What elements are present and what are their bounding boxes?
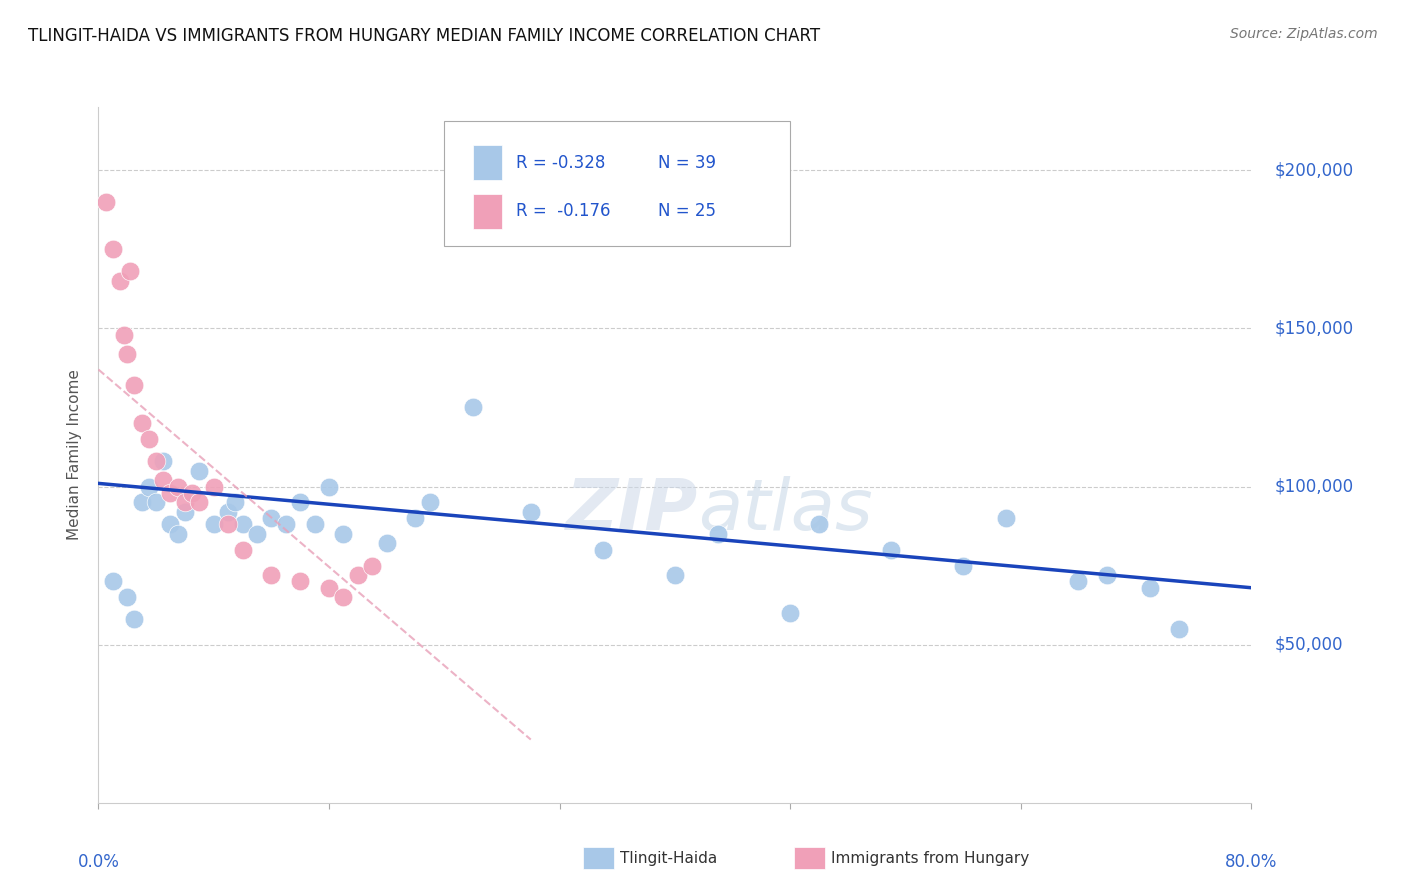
Text: 0.0%: 0.0% — [77, 854, 120, 871]
Point — [290, 495, 312, 509]
Point — [159, 517, 181, 532]
Text: TLINGIT-HAIDA VS IMMIGRANTS FROM HUNGARY MEDIAN FAMILY INCOME CORRELATION CHART: TLINGIT-HAIDA VS IMMIGRANTS FROM HUNGARY… — [28, 27, 820, 45]
Point — [174, 505, 197, 519]
Point — [159, 486, 181, 500]
Bar — [472, 194, 502, 229]
Point — [592, 542, 614, 557]
Point — [304, 517, 326, 532]
Point — [1168, 622, 1191, 636]
Point — [419, 495, 441, 509]
Point — [664, 568, 686, 582]
Point — [145, 454, 167, 468]
Point — [274, 517, 297, 532]
Point — [131, 495, 153, 509]
Point — [231, 542, 254, 557]
Point — [246, 527, 269, 541]
Point — [375, 536, 398, 550]
Point — [807, 517, 830, 532]
Point — [131, 417, 153, 431]
Point — [117, 591, 138, 605]
Point — [217, 505, 239, 519]
Text: atlas: atlas — [697, 476, 873, 545]
FancyBboxPatch shape — [444, 121, 790, 246]
Point — [124, 378, 146, 392]
Point — [101, 574, 124, 589]
Point — [124, 612, 146, 626]
Text: $150,000: $150,000 — [1274, 319, 1354, 337]
Text: R =  -0.176: R = -0.176 — [516, 202, 610, 220]
Point — [117, 347, 138, 361]
Point — [346, 568, 368, 582]
Point — [108, 274, 131, 288]
Point — [188, 495, 211, 509]
Bar — [472, 145, 502, 180]
Text: $200,000: $200,000 — [1274, 161, 1354, 179]
Point — [188, 464, 211, 478]
Text: N = 25: N = 25 — [658, 202, 716, 220]
Point — [138, 432, 160, 446]
Point — [202, 517, 225, 532]
Point — [1097, 568, 1119, 582]
Point — [94, 194, 117, 209]
Text: $100,000: $100,000 — [1274, 477, 1354, 496]
Y-axis label: Median Family Income: Median Family Income — [67, 369, 83, 541]
Text: $50,000: $50,000 — [1274, 636, 1343, 654]
Point — [332, 591, 354, 605]
Point — [231, 517, 254, 532]
Point — [152, 473, 174, 487]
Point — [174, 495, 197, 509]
Point — [405, 511, 427, 525]
Text: N = 39: N = 39 — [658, 153, 716, 171]
Point — [166, 527, 188, 541]
Point — [166, 479, 188, 493]
Point — [318, 479, 340, 493]
Point — [461, 401, 484, 415]
Text: ZIP: ZIP — [565, 476, 697, 545]
Point — [952, 558, 974, 573]
Point — [260, 511, 283, 525]
Point — [880, 542, 903, 557]
Point — [1139, 581, 1161, 595]
Text: Tlingit-Haida: Tlingit-Haida — [620, 851, 717, 865]
Point — [260, 568, 283, 582]
Point — [152, 454, 174, 468]
Point — [217, 517, 239, 532]
Point — [181, 486, 204, 500]
Point — [995, 511, 1018, 525]
Point — [290, 574, 312, 589]
Point — [318, 581, 340, 595]
Point — [520, 505, 543, 519]
Point — [779, 606, 801, 620]
Point — [707, 527, 730, 541]
Point — [1067, 574, 1090, 589]
Text: R = -0.328: R = -0.328 — [516, 153, 605, 171]
Point — [101, 243, 124, 257]
Point — [224, 495, 246, 509]
Point — [138, 479, 160, 493]
Text: 80.0%: 80.0% — [1225, 854, 1278, 871]
Point — [120, 264, 142, 278]
Point — [202, 479, 225, 493]
Point — [361, 558, 384, 573]
Text: Source: ZipAtlas.com: Source: ZipAtlas.com — [1230, 27, 1378, 41]
Point — [112, 327, 135, 342]
Point — [145, 495, 167, 509]
Point — [332, 527, 354, 541]
Text: Immigrants from Hungary: Immigrants from Hungary — [831, 851, 1029, 865]
